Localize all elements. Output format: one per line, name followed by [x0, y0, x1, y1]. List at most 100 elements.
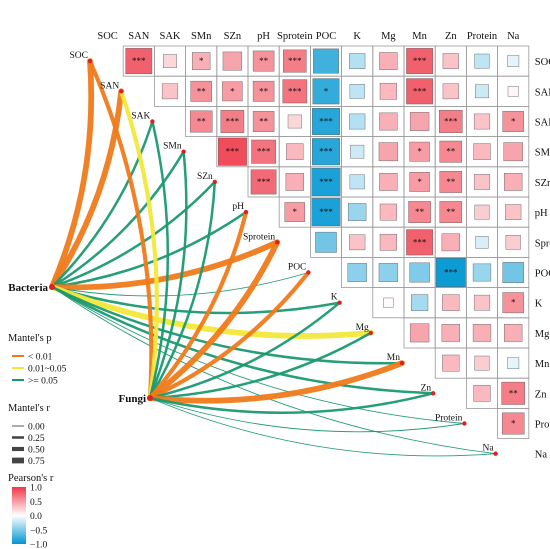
link-fungi-smn — [148, 150, 188, 400]
cell-soc-protein — [474, 53, 490, 69]
row-label-mn: Mn — [535, 359, 550, 370]
anchor-sprotein — [275, 240, 280, 245]
link-bacteria-k — [50, 285, 341, 315]
cell-sak-protein — [473, 113, 491, 130]
cell-szn-zn — [439, 171, 463, 193]
cell-protein-na — [501, 412, 525, 435]
cell-zn-protein — [473, 384, 491, 402]
anchor-label-szn: SZn — [197, 172, 213, 182]
cell-smn-k — [350, 144, 365, 159]
row-label-sak: SAK — [535, 118, 550, 129]
cell-smn-mn — [409, 141, 430, 162]
anchor-protein — [462, 421, 467, 426]
sig-k-na: * — [511, 298, 516, 308]
row-label-soc: SOC — [535, 57, 550, 68]
cell-poc-zn — [435, 258, 466, 287]
cell-sak-mn — [409, 112, 430, 131]
cell-san-poc — [312, 78, 340, 105]
anchor-label-ph: pH — [232, 202, 244, 212]
anchor-label-sak: SAK — [131, 112, 150, 122]
cell-sak-k — [349, 113, 366, 130]
cell-zn-na — [501, 381, 525, 405]
node-label-bacteria: Bacteria — [8, 282, 48, 294]
link-bacteria-smn — [50, 150, 185, 289]
cell-szn-protein — [473, 174, 491, 190]
cell-szn-mn — [409, 172, 430, 192]
row-label-mg: Mg — [535, 329, 550, 340]
link-fungi-sprotein — [147, 239, 281, 401]
sig-sak-poc: *** — [319, 117, 333, 127]
link-bacteria-szn — [50, 180, 217, 289]
link-fungi-protein — [149, 397, 465, 433]
cell-soc-smn — [192, 52, 211, 70]
col-label-poc: POC — [316, 31, 336, 42]
cell-san-szn — [222, 81, 243, 102]
link-bacteria-san — [49, 88, 125, 290]
cell-san-k — [349, 84, 365, 99]
legend-mantel-r-label-2: 0.50 — [28, 446, 45, 456]
link-fungi-san — [119, 89, 159, 401]
cell-san-sak — [161, 83, 179, 100]
cell-szn-k — [349, 174, 365, 190]
row-label-poc: POC — [535, 269, 550, 280]
anchor-ph — [243, 209, 249, 215]
link-bacteria-mg — [49, 284, 374, 339]
cell-san-zn — [442, 83, 459, 100]
cell-san-mn — [406, 78, 433, 105]
node-bacteria — [49, 284, 55, 290]
sig-sprotein-mn: *** — [413, 237, 427, 247]
cell-san-protein — [474, 84, 490, 99]
link-fungi-szn — [148, 180, 217, 400]
link-fungi-sak — [148, 120, 170, 400]
sig-szn-zn: ** — [446, 177, 456, 187]
node-fungi — [147, 395, 153, 401]
cell-ph-mg — [379, 203, 397, 221]
cell-poc-mg — [378, 263, 399, 282]
legend-mantel-p-title: Mantel's p — [8, 333, 52, 344]
cell-sak-na — [502, 111, 524, 132]
cell-sak-sprotein — [287, 114, 302, 129]
cell-szn-poc — [311, 167, 341, 196]
row-label-k: K — [535, 299, 543, 310]
cell-k-mg — [383, 297, 394, 308]
cell-poc-protein — [472, 263, 492, 282]
legend-mantel-p-label-1: 0.01~0.05 — [28, 365, 67, 375]
cell-smn-poc — [312, 138, 340, 166]
anchor-label-mn: Mn — [387, 353, 400, 363]
anchor-label-k: K — [331, 293, 338, 303]
sig-protein-na: * — [511, 419, 516, 429]
sig-zn-na: ** — [509, 388, 519, 398]
sig-ph-zn: ** — [446, 207, 456, 217]
col-label-soc: SOC — [97, 31, 117, 42]
cell-mg-protein — [472, 324, 492, 342]
cell-szn-sprotein — [285, 173, 304, 191]
legend-mantel-r-label-1: 0.25 — [28, 434, 45, 444]
sig-san-mn: *** — [413, 86, 427, 96]
axis-labels: SOC SOC SAN SAN SAK SAK SMn SMn SZn SZn pH pH Sprote… — [97, 31, 550, 461]
row-label-sprotein: Sprotein — [535, 238, 550, 249]
col-label-ph: pH — [257, 31, 270, 42]
cell-szn-ph — [250, 169, 277, 195]
sig-san-ph: ** — [259, 86, 269, 96]
cell-soc-poc — [313, 48, 339, 74]
row-label-san: SAN — [535, 87, 550, 98]
link-fungi-k — [148, 301, 341, 400]
cell-k-mn — [411, 294, 429, 312]
cell-sak-mg — [379, 112, 398, 131]
mantel-links — [49, 58, 497, 457]
cell-szn-na — [504, 173, 523, 191]
anchor-label-na: Na — [483, 444, 495, 454]
anchor-poc — [306, 270, 311, 275]
legend-pearson-tick-1: 0.5 — [30, 498, 42, 508]
cell-san-smn — [190, 80, 212, 102]
cell-soc-san — [125, 48, 153, 75]
anchor-label-smn: SMn — [163, 142, 182, 152]
col-label-sak: SAK — [159, 31, 180, 42]
sig-szn-ph: *** — [257, 177, 271, 187]
legend-mantel-r-label-3: 0.75 — [28, 457, 45, 467]
legend-mantel-p-label-2: >= 0.05 — [28, 377, 58, 387]
cell-k-protein — [473, 294, 491, 311]
col-label-szn: SZn — [224, 31, 242, 42]
sig-poc-zn: *** — [444, 268, 458, 278]
